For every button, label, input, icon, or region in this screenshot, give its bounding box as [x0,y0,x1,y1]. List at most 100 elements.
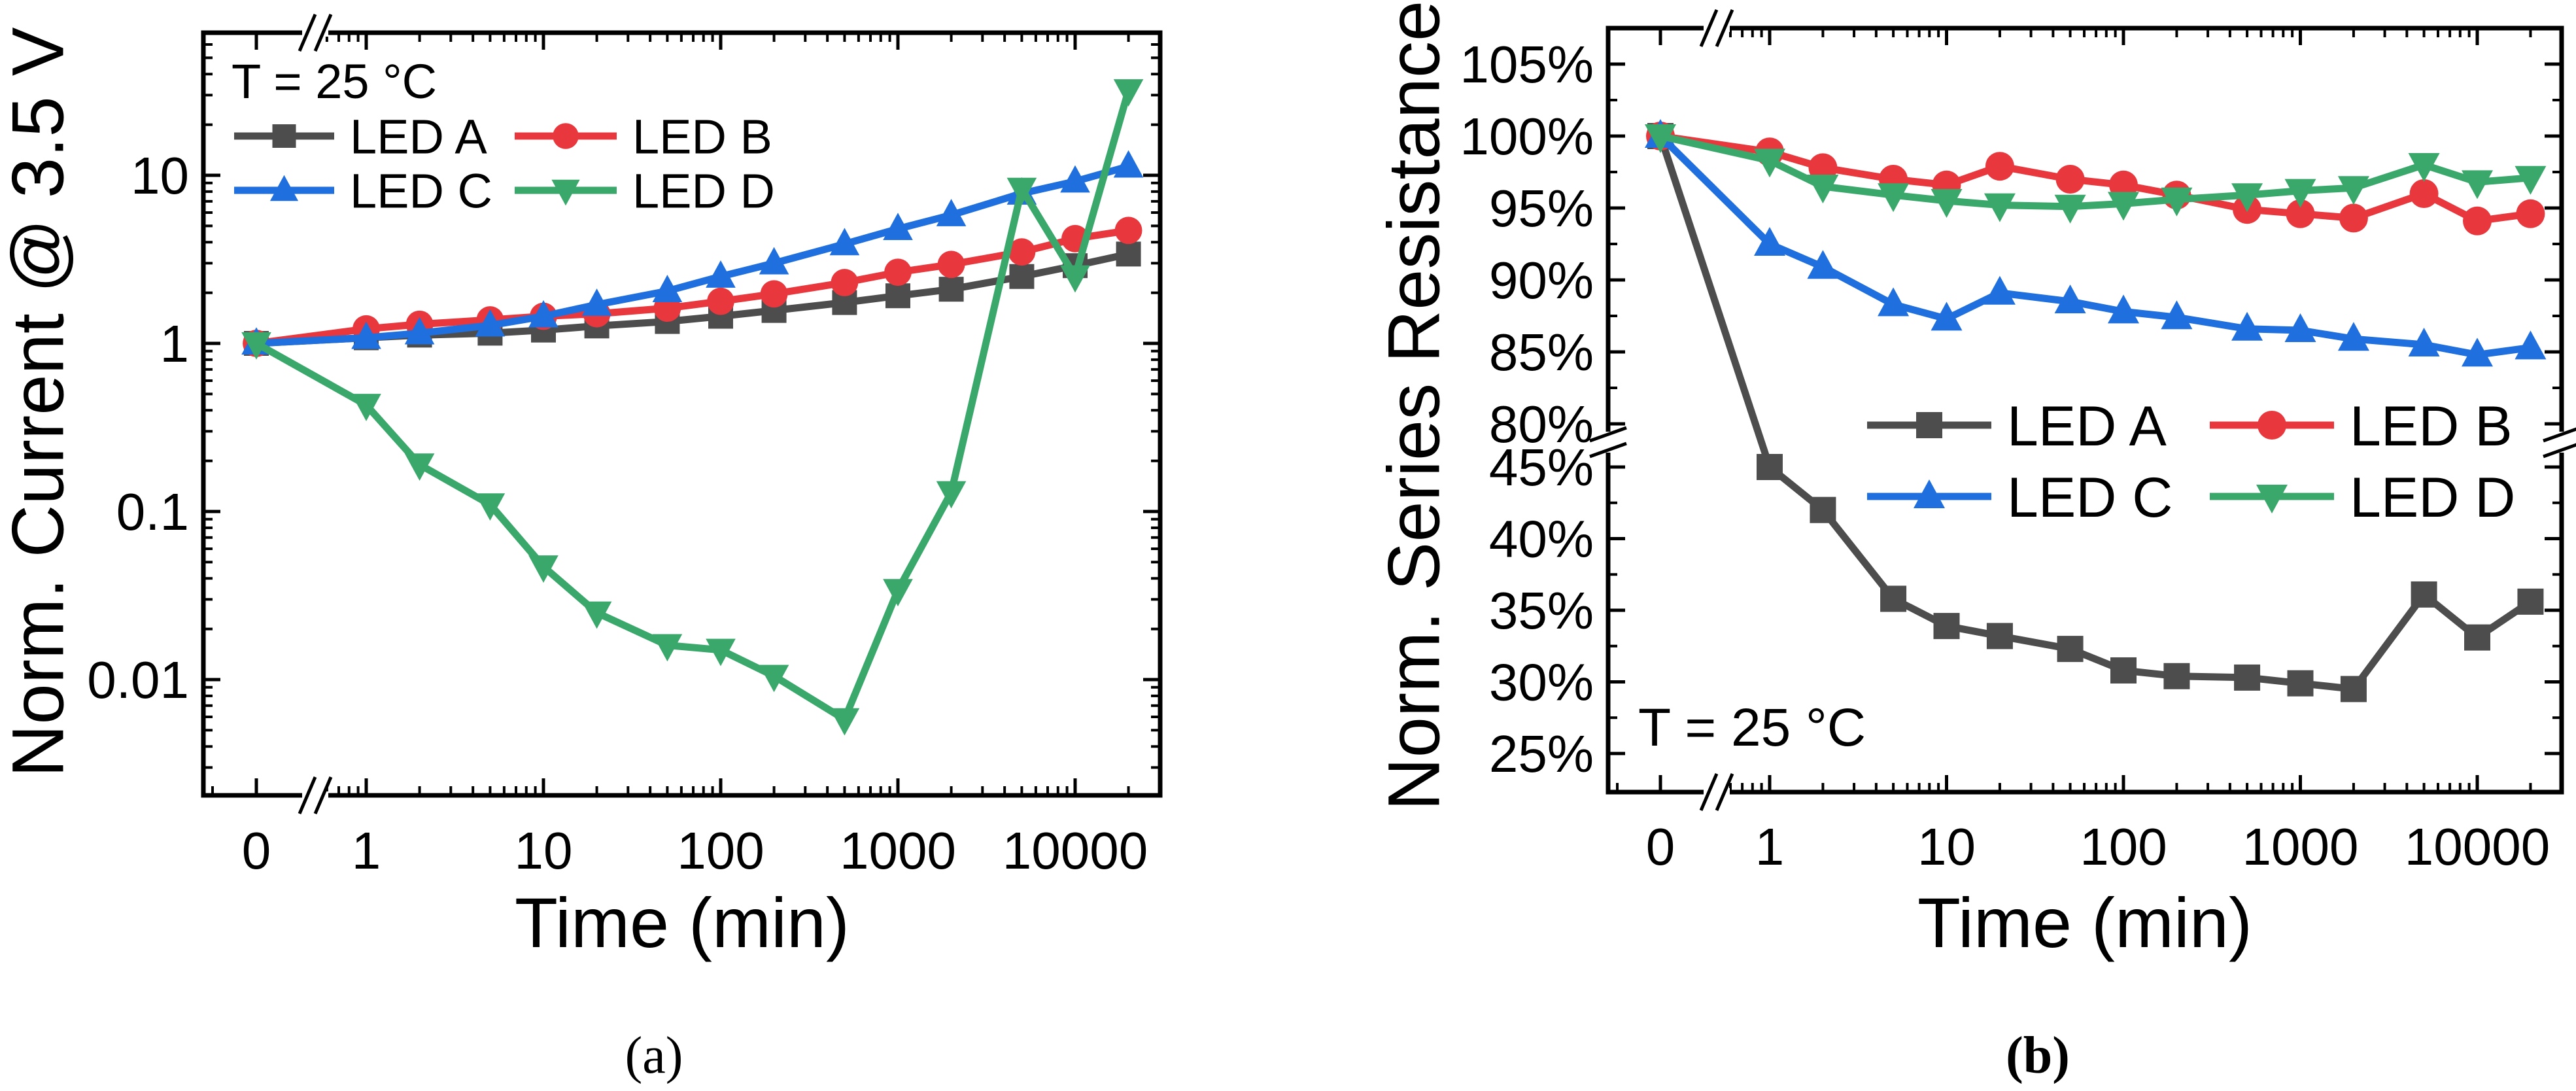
legend-label: LED A [2007,395,2167,458]
data-point-triangle-down [706,638,736,667]
data-point-square [1933,613,1960,640]
axis-break-mark [1715,9,1734,47]
data-point-square [938,277,964,302]
data-point-triangle-up [2108,294,2139,324]
data-point-circle [553,123,579,149]
series-line [1659,132,2531,211]
axis-break-mark [2543,427,2576,443]
caption: (a) [625,1027,683,1084]
data-point-square [1810,496,1836,523]
data-point-square [2110,657,2137,684]
y-tick-label: 0.1 [116,483,189,541]
axis-break-mark [1699,773,1719,811]
y-tick-label: 10 [131,147,189,205]
y-axis-title: Norm. Series Resistance [1373,1,1455,811]
data-point-triangle-up [1914,479,1945,508]
data-point-square [2517,588,2544,615]
axis-break-mark [1589,442,1627,459]
data-point-square [2163,663,2190,689]
data-point-triangle-up [2054,285,2086,313]
axis-break-mark [313,776,333,814]
data-point-triangle-down [1060,265,1090,293]
data-point-triangle-down [351,394,381,421]
legend-item-led-a: LED A [1867,395,2167,458]
legend-item-led-d: LED D [515,164,775,218]
data-point-circle [2055,165,2085,194]
data-point-triangle-down [241,332,271,360]
data-point-square [2287,670,2314,697]
y-tick-label: 1 [160,315,190,373]
data-point-triangle-down [404,453,435,481]
data-point-triangle-up [936,199,967,226]
data-point-triangle-up [2231,311,2263,341]
data-point-triangle-down [1984,193,2016,222]
data-point-triangle-down [475,493,506,521]
series-led-d [241,79,1144,736]
y-tick-label: 40% [1489,510,1594,568]
legend-label: LED C [350,164,492,218]
plot-area [241,79,1144,736]
plot-area [1645,119,2547,702]
data-point-triangle-down [883,579,913,607]
data-point-triangle-down [551,179,580,206]
data-point-triangle-up [1878,287,1910,317]
x-axis-title: Time (min) [1917,883,2252,962]
x-tick-label: 0 [242,822,271,880]
data-point-triangle-down [2256,485,2288,513]
data-point-triangle-up [528,300,558,328]
data-point-triangle-down [2231,183,2263,213]
y-tick-label: 100% [1460,107,1594,165]
data-point-triangle-down [2054,194,2086,224]
data-point-triangle-down [2337,176,2369,205]
legend-item-led-c: LED C [1867,466,2172,529]
data-point-triangle-up [1984,275,2016,305]
data-point-circle [760,280,788,308]
x-tick-label: 0 [1646,818,1675,876]
y-axis-title: Norm. Current @ 3.5 V [0,27,79,777]
x-tick-label: 1000 [2242,818,2359,876]
y-tick-label: 80% [1489,395,1594,453]
data-point-square [1009,264,1035,289]
data-point-triangle-down [1113,79,1144,107]
data-point-triangle-down [1878,183,1910,213]
legend-label: LED A [350,110,487,164]
data-point-square [2234,664,2261,691]
data-point-triangle-up [1754,227,1785,256]
legend-item-led-a: LED A [234,110,487,164]
data-point-triangle-down [1006,177,1037,205]
data-point-triangle-down [2161,187,2193,216]
legend-label: LED B [2350,395,2513,458]
data-point-circle [2516,199,2545,228]
data-point-circle [937,251,965,279]
legend-label: LED D [632,164,775,218]
data-point-circle [831,269,859,296]
data-point-square [1880,585,1907,612]
data-point-triangle-down [1807,175,1839,203]
legend-label: LED D [2350,466,2515,529]
y-tick-label: 95% [1489,179,1594,237]
axis-break-gap [1604,432,1612,453]
temperature-annotation: T = 25 °C [232,54,437,109]
data-point-square [1916,412,1942,438]
y-tick-label: 105% [1460,35,1594,94]
temperature-annotation: T = 25 °C [1638,698,1866,757]
data-point-triangle-up [2515,330,2547,360]
data-point-triangle-down [2408,153,2440,182]
data-point-triangle-up [829,228,860,256]
data-point-circle [2409,179,2439,208]
data-point-square [885,283,910,309]
axis-break-mark [1699,9,1719,47]
data-point-triangle-down [2462,170,2493,199]
data-point-circle [1008,238,1036,266]
data-point-triangle-down [2515,165,2547,195]
panel-b-resistance-chart: Norm. Series Resistance Time (min) (b) T… [1373,1,2576,1084]
data-point-triangle-down [936,481,967,509]
data-point-circle [2463,206,2492,235]
data-point-square [1986,623,2013,649]
data-point-triangle-up [1113,150,1144,178]
axis-break-gap [2558,432,2566,453]
data-point-square [2411,581,2437,608]
data-point-triangle-down [1931,189,1963,218]
data-point-circle [884,258,912,286]
axis-break-mark [1715,773,1734,811]
